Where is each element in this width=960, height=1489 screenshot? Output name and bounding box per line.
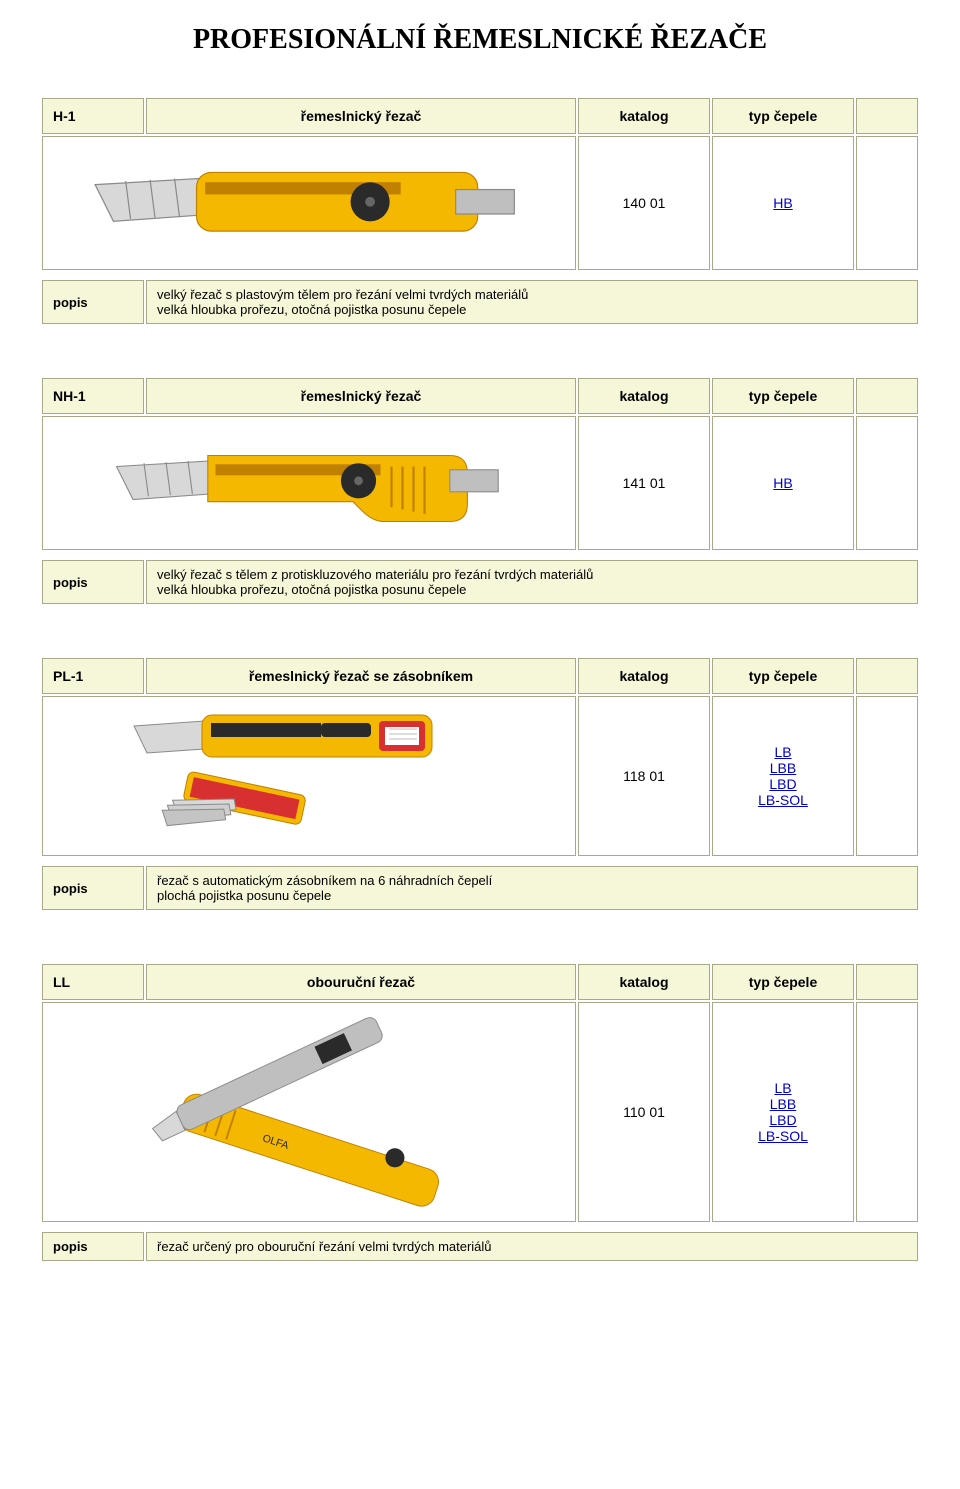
product-code: PL-1	[42, 658, 144, 694]
product-table: NH-1řemeslnický řezačkatalogtyp čepele 1…	[40, 376, 920, 552]
col-katalog: katalog	[578, 964, 710, 1000]
product-image-cell	[42, 416, 576, 550]
empty-cell	[856, 136, 918, 270]
popis-label: popis	[42, 1232, 144, 1261]
product-image-ll: OLFA	[47, 1007, 571, 1217]
popis-text: řezač určený pro obouruční řezání velmi …	[146, 1232, 918, 1261]
product-section: H-1řemeslnický řezačkatalogtyp čepele 14…	[40, 96, 920, 326]
product-section: LLobouruční řezačkatalogtyp čepele OLFA …	[40, 962, 920, 1263]
product-table: H-1řemeslnický řezačkatalogtyp čepele 14…	[40, 96, 920, 272]
product-code: NH-1	[42, 378, 144, 414]
popis-label: popis	[42, 560, 144, 604]
empty-cell	[856, 1002, 918, 1222]
product-code: H-1	[42, 98, 144, 134]
product-code: LL	[42, 964, 144, 1000]
blade-link[interactable]: LBD	[723, 1112, 843, 1128]
popis-text: velký řezač s plastovým tělem pro řezání…	[146, 280, 918, 324]
blade-links: HB	[712, 416, 854, 550]
product-image-cell	[42, 696, 576, 856]
col-katalog: katalog	[578, 378, 710, 414]
blade-link[interactable]: LBB	[723, 760, 843, 776]
product-image-h1	[47, 148, 571, 258]
blade-links: LBLBBLBDLB-SOL	[712, 696, 854, 856]
blade-link[interactable]: LB	[723, 744, 843, 760]
popis-label: popis	[42, 866, 144, 910]
product-desc-table: popisřezač určený pro obouruční řezání v…	[40, 1230, 920, 1263]
blade-link[interactable]: LB	[723, 1080, 843, 1096]
page-title: PROFESIONÁLNÍ ŘEMESLNICKÉ ŘEZAČE	[40, 24, 920, 56]
katalog-value: 110 01	[578, 1002, 710, 1222]
col-empty	[856, 658, 918, 694]
col-empty	[856, 98, 918, 134]
blade-link[interactable]: LBB	[723, 1096, 843, 1112]
katalog-value: 118 01	[578, 696, 710, 856]
col-empty	[856, 378, 918, 414]
col-type: typ čepele	[712, 964, 854, 1000]
popis-label: popis	[42, 280, 144, 324]
product-name: řemeslnický řezač	[146, 378, 576, 414]
col-katalog: katalog	[578, 98, 710, 134]
product-image-cell: OLFA	[42, 1002, 576, 1222]
blade-link[interactable]: LB-SOL	[723, 792, 843, 808]
blade-link[interactable]: LBD	[723, 776, 843, 792]
popis-text: řezač s automatickým zásobníkem na 6 náh…	[146, 866, 918, 910]
popis-text: velký řezač s tělem z protiskluzového ma…	[146, 560, 918, 604]
empty-cell	[856, 696, 918, 856]
blade-link[interactable]: LB-SOL	[723, 1128, 843, 1144]
col-type: typ čepele	[712, 98, 854, 134]
product-table: LLobouruční řezačkatalogtyp čepele OLFA …	[40, 962, 920, 1224]
katalog-value: 141 01	[578, 416, 710, 550]
product-name: řemeslnický řezač	[146, 98, 576, 134]
product-table: PL-1řemeslnický řezač se zásobníkemkatal…	[40, 656, 920, 858]
col-type: typ čepele	[712, 658, 854, 694]
col-katalog: katalog	[578, 658, 710, 694]
col-empty	[856, 964, 918, 1000]
product-name: řemeslnický řezač se zásobníkem	[146, 658, 576, 694]
product-desc-table: popisřezač s automatickým zásobníkem na …	[40, 864, 920, 912]
blade-link[interactable]: HB	[723, 195, 843, 211]
product-name: obouruční řezač	[146, 964, 576, 1000]
blade-links: LBLBBLBDLB-SOL	[712, 1002, 854, 1222]
product-section: NH-1řemeslnický řezačkatalogtyp čepele 1…	[40, 376, 920, 606]
product-image-cell	[42, 136, 576, 270]
empty-cell	[856, 416, 918, 550]
col-type: typ čepele	[712, 378, 854, 414]
product-image-nh1	[47, 428, 571, 538]
blade-link[interactable]: HB	[723, 475, 843, 491]
katalog-value: 140 01	[578, 136, 710, 270]
blade-links: HB	[712, 136, 854, 270]
product-desc-table: popisvelký řezač s tělem z protiskluzové…	[40, 558, 920, 606]
product-image-pl1	[47, 701, 571, 851]
product-section: PL-1řemeslnický řezač se zásobníkemkatal…	[40, 656, 920, 912]
product-desc-table: popisvelký řezač s plastovým tělem pro ř…	[40, 278, 920, 326]
